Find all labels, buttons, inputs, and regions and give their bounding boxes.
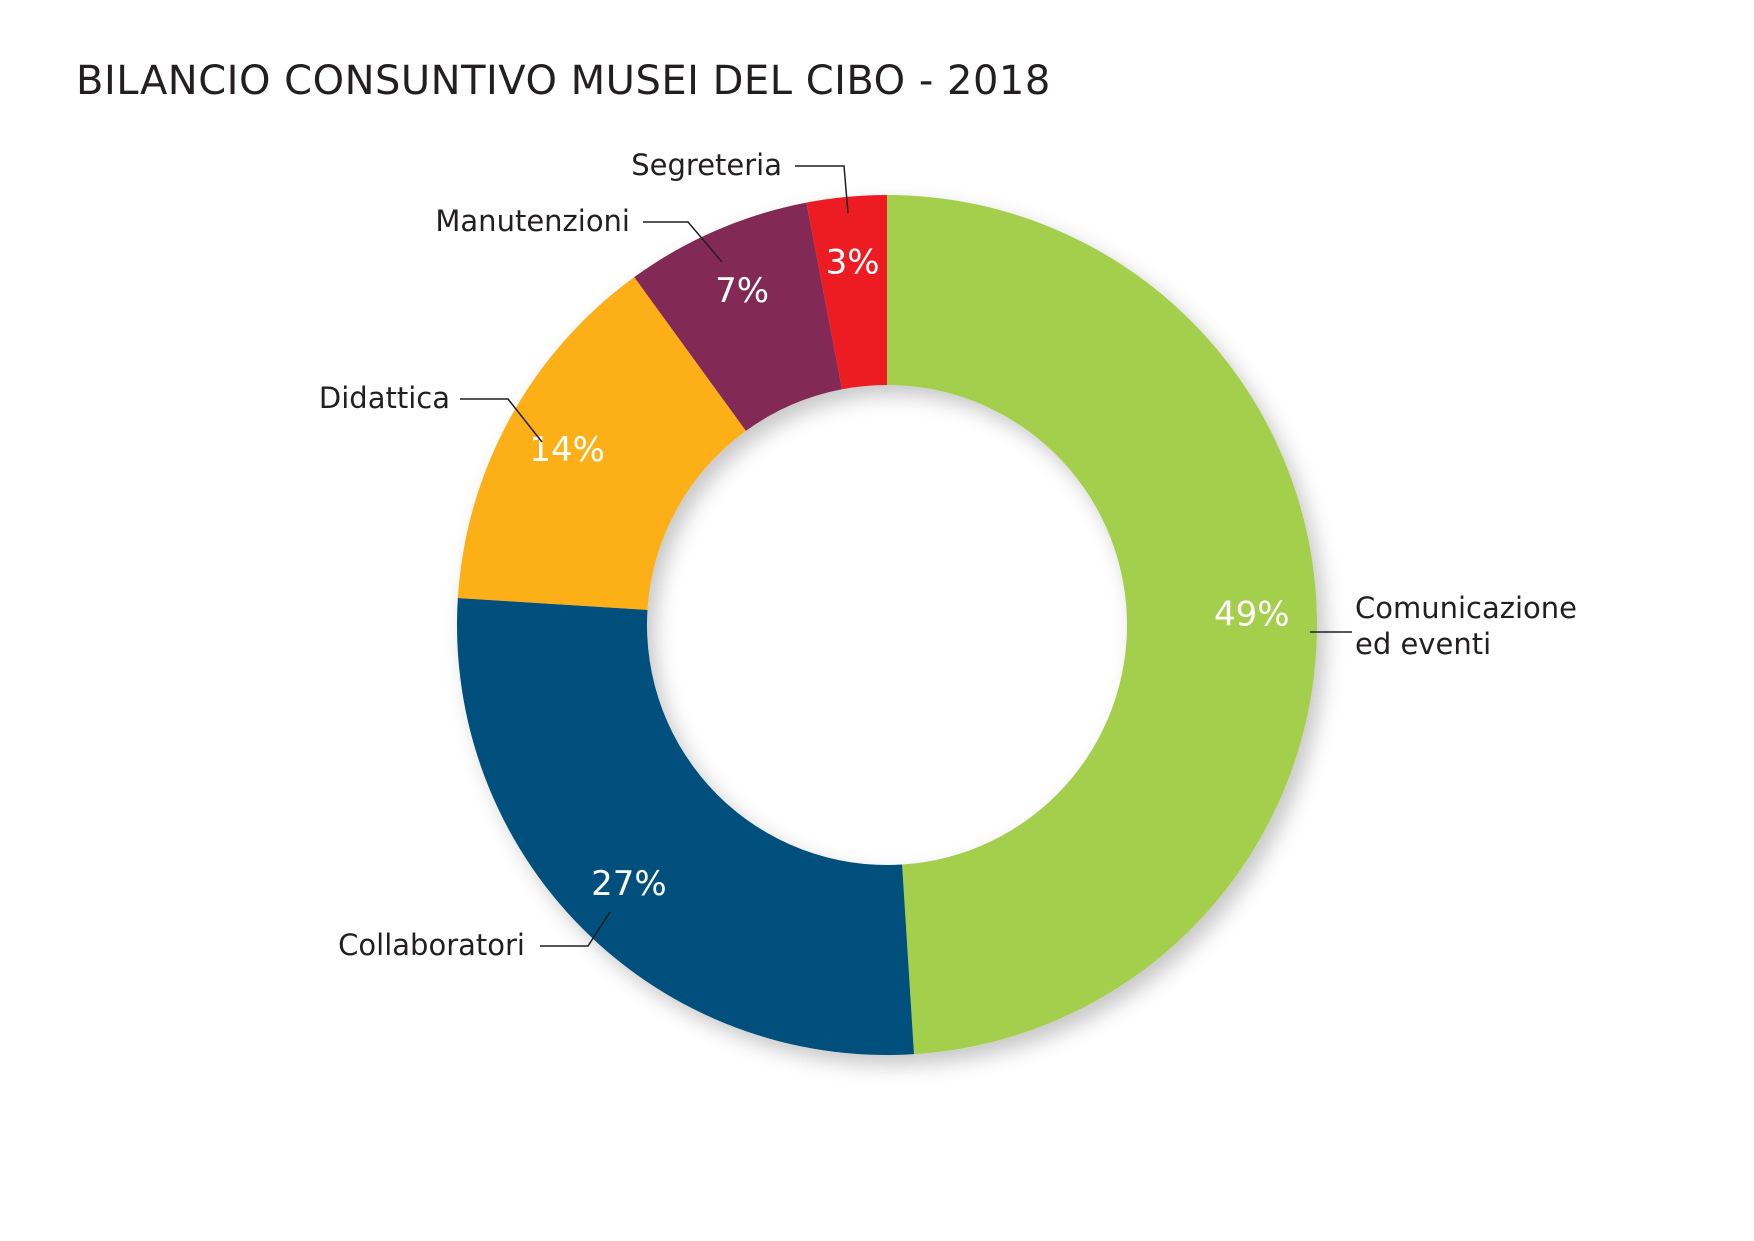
slice-didattica bbox=[457, 277, 746, 610]
category-label-line: Didattica bbox=[319, 381, 450, 415]
slice-comunicazione-ed-eventi bbox=[887, 195, 1318, 1055]
percent-label-didattica: 14% bbox=[529, 430, 605, 470]
percent-label-comunicazione-ed-eventi: 49% bbox=[1214, 595, 1290, 635]
slice-manutenzioni bbox=[634, 202, 843, 431]
category-label-line: Collaboratori bbox=[338, 928, 525, 962]
category-label-didattica: Didattica bbox=[319, 381, 450, 415]
category-label-line: Segreteria bbox=[631, 148, 782, 182]
category-labels-group: Comunicazione ed eventi Collaboratori Didat… bbox=[319, 148, 1577, 962]
category-label-line: ed eventi bbox=[1355, 627, 1491, 661]
percent-label-segreteria: 3% bbox=[826, 243, 880, 283]
category-label-collaboratori: Collaboratori bbox=[338, 928, 525, 962]
leader-line-collaboratori bbox=[540, 911, 611, 947]
slices-group bbox=[457, 195, 1318, 1055]
chart-title: BILANCIO CONSUNTIVO MUSEI DEL CIBO - 201… bbox=[76, 58, 1051, 104]
leader-lines-group bbox=[460, 165, 1352, 947]
category-label-comunicazione-ed-eventi: Comunicazione ed eventi bbox=[1355, 591, 1577, 661]
category-label-manutenzioni: Manutenzioni bbox=[435, 204, 630, 238]
category-label-line: Manutenzioni bbox=[435, 204, 630, 238]
slice-collaboratori bbox=[457, 598, 914, 1055]
leader-line-segreteria bbox=[795, 165, 849, 214]
leader-line-didattica bbox=[460, 398, 543, 443]
category-label-segreteria: Segreteria bbox=[631, 148, 782, 182]
slice-segreteria bbox=[806, 195, 887, 390]
percent-label-manutenzioni: 7% bbox=[715, 271, 769, 311]
category-label-line: Comunicazione bbox=[1355, 591, 1577, 625]
percent-label-collaboratori: 27% bbox=[591, 864, 667, 904]
leader-line-manutenzioni bbox=[643, 221, 723, 263]
percent-labels-group: 49% 27% 14% 7% 3% bbox=[529, 243, 1289, 904]
